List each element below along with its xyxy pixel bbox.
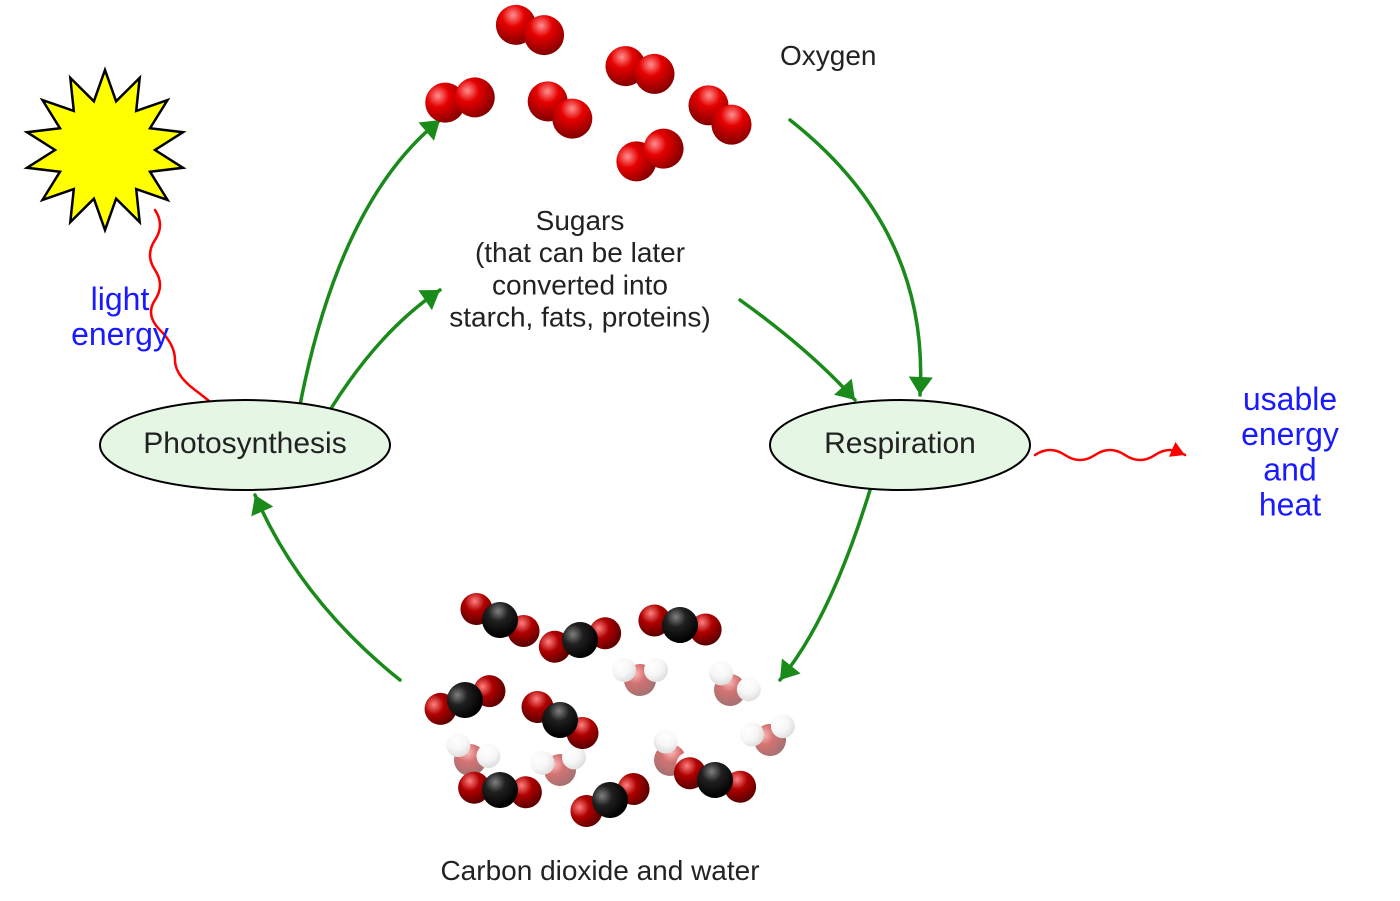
oxygen-label: Oxygen <box>780 40 877 71</box>
photosynthesis-label: Photosynthesis <box>143 427 346 460</box>
sugars-label: Sugars(that can be laterconverted intost… <box>449 205 710 333</box>
usable-energy-label: usableenergyandheat <box>1241 381 1339 523</box>
oxygen-molecules <box>422 0 760 188</box>
respiration-label: Respiration <box>824 427 976 460</box>
co2-water-molecules <box>419 586 801 834</box>
light-energy-label: lightenergy <box>71 281 169 352</box>
co2-water-label: Carbon dioxide and water <box>440 855 759 886</box>
sun-icon <box>27 70 183 230</box>
process-ellipses: Photosynthesis Respiration <box>100 400 1030 490</box>
photosynthesis-respiration-diagram: Photosynthesis Respiration Oxygen Sugars(t… <box>0 0 1400 901</box>
cycle-arrows <box>251 120 932 680</box>
